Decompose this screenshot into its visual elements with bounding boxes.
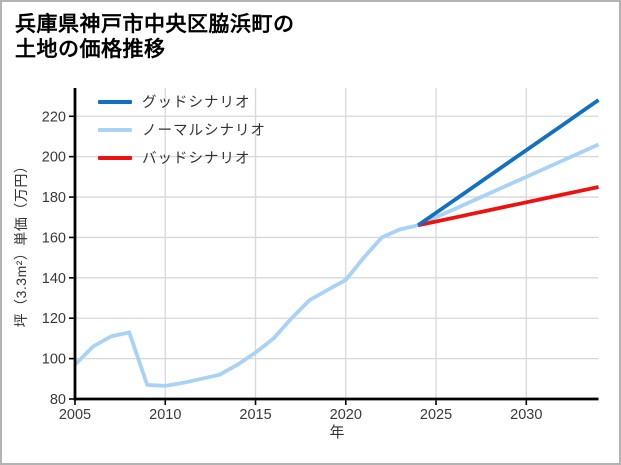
y-tick-label-160: 160 [42, 230, 66, 246]
x-tick-label-2020: 2020 [330, 407, 362, 423]
y-tick-label-220: 220 [42, 109, 66, 125]
y-tick-label-140: 140 [42, 271, 66, 287]
legend: グッドシナリオ ノーマルシナリオ バッドシナリオ [98, 92, 266, 167]
legend-item-normal: ノーマルシナリオ [98, 120, 266, 139]
legend-label-good: グッドシナリオ [142, 95, 251, 111]
legend-label-normal: ノーマルシナリオ [142, 123, 266, 139]
legend-label-bad: バッドシナリオ [142, 151, 251, 167]
x-tick-label-2025: 2025 [420, 407, 452, 423]
x-axis-label: 年 [329, 424, 345, 441]
y-tick-label-200: 200 [42, 150, 66, 166]
legend-line-good-icon [98, 99, 132, 104]
x-tick-label-2015: 2015 [239, 407, 271, 423]
legend-item-bad: バッドシナリオ [98, 148, 266, 167]
x-tick-label-2010: 2010 [149, 407, 181, 423]
legend-item-good: グッドシナリオ [98, 92, 266, 111]
y-tick-label-180: 180 [42, 190, 66, 206]
series-line-good [416, 98, 600, 227]
chart-title: 兵庫県神戸市中央区脇浜町の 土地の価格推移 [15, 12, 295, 62]
x-tick-label-2030: 2030 [510, 407, 542, 423]
series-line-bad [417, 185, 599, 228]
legend-line-bad-icon [98, 155, 132, 160]
y-tick-label-80: 80 [50, 392, 66, 408]
chart-title-line1: 兵庫県神戸市中央区脇浜町の [15, 13, 295, 36]
chart-title-line2: 土地の価格推移 [15, 38, 166, 61]
y-tick-label-100: 100 [42, 352, 66, 368]
y-tick-label-120: 120 [42, 311, 66, 327]
series-line-normal [73, 142, 600, 388]
x-tick-label-2005: 2005 [59, 407, 91, 423]
legend-line-normal-icon [98, 127, 132, 132]
